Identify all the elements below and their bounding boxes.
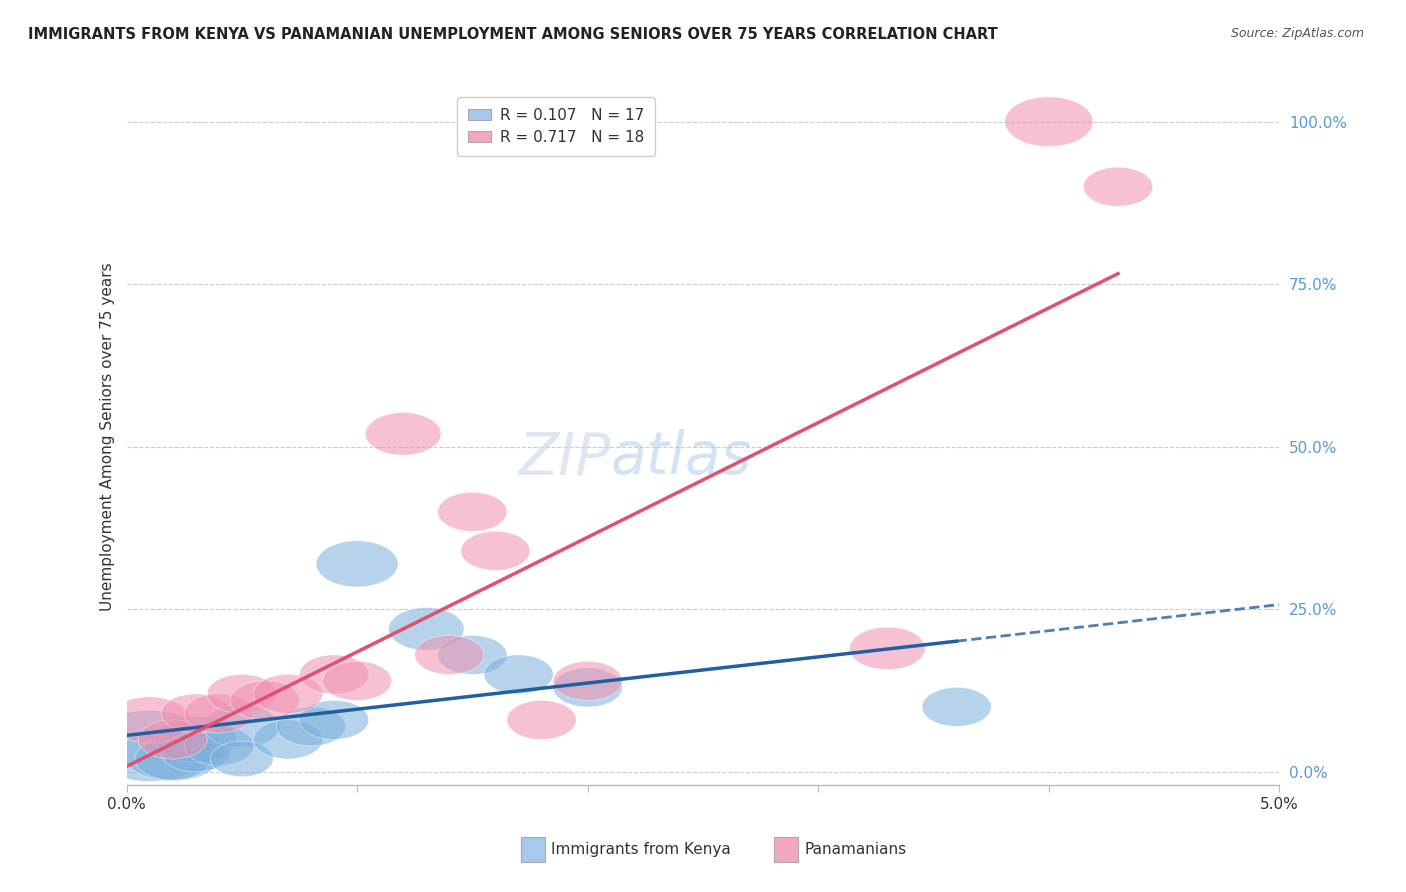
Ellipse shape [135, 738, 211, 780]
Ellipse shape [204, 706, 280, 747]
Ellipse shape [184, 726, 253, 765]
Text: atlas: atlas [610, 429, 752, 486]
Y-axis label: Unemployment Among Seniors over 75 years: Unemployment Among Seniors over 75 years [100, 263, 115, 611]
Ellipse shape [461, 532, 530, 570]
Text: Panamanians: Panamanians [804, 842, 907, 856]
Ellipse shape [184, 694, 253, 733]
Ellipse shape [322, 661, 392, 700]
Ellipse shape [553, 661, 623, 700]
Ellipse shape [1005, 97, 1092, 146]
Ellipse shape [366, 412, 441, 455]
Ellipse shape [1084, 167, 1153, 206]
Ellipse shape [849, 627, 925, 670]
Ellipse shape [437, 492, 508, 532]
Ellipse shape [437, 635, 508, 674]
Bar [773, 837, 799, 862]
Ellipse shape [508, 700, 576, 739]
Text: IMMIGRANTS FROM KENYA VS PANAMANIAN UNEMPLOYMENT AMONG SENIORS OVER 75 YEARS COR: IMMIGRANTS FROM KENYA VS PANAMANIAN UNEM… [28, 27, 998, 42]
Ellipse shape [415, 635, 484, 674]
Bar [520, 837, 546, 862]
Ellipse shape [138, 720, 207, 759]
Ellipse shape [299, 700, 368, 739]
Ellipse shape [162, 694, 231, 733]
Ellipse shape [211, 741, 273, 777]
Ellipse shape [155, 716, 236, 763]
Ellipse shape [388, 607, 464, 650]
Text: Immigrants from Kenya: Immigrants from Kenya [551, 842, 731, 856]
Ellipse shape [122, 724, 224, 780]
Ellipse shape [231, 681, 299, 720]
Ellipse shape [484, 655, 553, 694]
Text: ZIP: ZIP [519, 429, 610, 486]
Ellipse shape [316, 541, 398, 587]
Legend: R = 0.107   N = 17, R = 0.717   N = 18: R = 0.107 N = 17, R = 0.717 N = 18 [457, 97, 655, 156]
Ellipse shape [87, 710, 212, 781]
Ellipse shape [253, 674, 322, 714]
Ellipse shape [253, 720, 322, 759]
Ellipse shape [299, 655, 368, 694]
Ellipse shape [922, 688, 991, 726]
Ellipse shape [108, 697, 190, 743]
Text: Source: ZipAtlas.com: Source: ZipAtlas.com [1230, 27, 1364, 40]
Ellipse shape [162, 733, 231, 772]
Ellipse shape [207, 674, 277, 714]
Ellipse shape [553, 668, 623, 707]
Ellipse shape [277, 707, 346, 746]
